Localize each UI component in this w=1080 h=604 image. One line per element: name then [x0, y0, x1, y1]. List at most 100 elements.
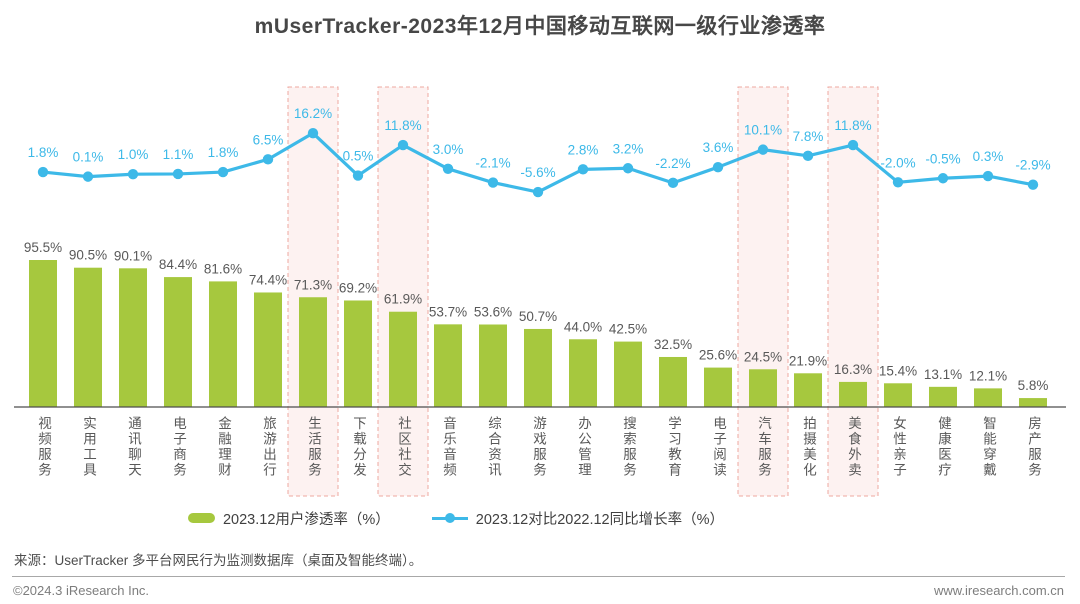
bar-value-label: 15.4% — [879, 363, 917, 378]
line-value-label: 11.8% — [834, 118, 871, 133]
category-label: 汽车服务 — [756, 416, 771, 478]
line-value-label: 16.2% — [294, 106, 332, 121]
data-point — [577, 164, 589, 175]
bar — [299, 297, 327, 407]
bar — [794, 373, 822, 407]
category-label: 社区社交 — [396, 416, 411, 478]
bar-value-label: 5.8% — [1018, 378, 1049, 393]
line-series-dot-icon — [444, 513, 455, 523]
line-value-label: 3.0% — [433, 142, 464, 157]
category-label: 拍摄美化 — [801, 416, 816, 478]
bar-value-label: 61.9% — [384, 292, 422, 307]
bar-value-label: 24.5% — [744, 349, 782, 364]
category-label: 美食外卖 — [846, 416, 861, 478]
line-value-label: 3.6% — [703, 140, 734, 155]
bar — [524, 328, 552, 407]
category-label: 综合资讯 — [486, 416, 501, 478]
category-label: 电子商务 — [171, 416, 186, 478]
bar — [569, 339, 597, 407]
category-label: 通讯聊天 — [126, 416, 141, 478]
bar-value-label: 95.5% — [24, 240, 62, 255]
line-value-label: 6.5% — [253, 132, 284, 147]
footer-divider — [12, 576, 1065, 577]
line-value-label: -2.1% — [475, 156, 510, 171]
data-point — [172, 168, 184, 180]
category-label: 学习教育 — [666, 416, 681, 478]
category-label: 女性亲子 — [891, 416, 906, 478]
data-point — [892, 177, 904, 188]
bar — [974, 388, 1002, 407]
category-label: 下载分发 — [351, 416, 366, 478]
line-value-label: 1.8% — [28, 145, 59, 160]
bar-value-label: 21.9% — [789, 353, 827, 368]
line-value-label: 10.1% — [744, 123, 782, 138]
bar-value-label: 12.1% — [969, 368, 1007, 383]
line-value-label: 2.8% — [568, 142, 599, 157]
line-value-label: -2.0% — [880, 155, 915, 170]
highlight-band — [287, 86, 339, 497]
line-value-label: -2.9% — [1015, 158, 1050, 173]
legend-line-label: 2023.12对比2022.12同比增长率（%） — [475, 511, 725, 528]
bar-value-label: 13.1% — [924, 367, 962, 382]
legend-item-bar: 2023.12用户渗透率（%） — [187, 508, 390, 529]
bar — [164, 277, 192, 407]
bar-value-label: 16.3% — [834, 362, 872, 377]
category-label: 游戏服务 — [531, 416, 546, 478]
bar-value-label: 53.7% — [429, 304, 467, 319]
bar-value-label: 81.6% — [204, 261, 242, 276]
line-value-label: -5.6% — [520, 165, 555, 180]
bar — [929, 386, 957, 407]
category-label: 健康医疗 — [936, 416, 951, 478]
data-point — [982, 170, 994, 182]
category-label: 搜索服务 — [621, 416, 636, 478]
bar — [479, 324, 507, 407]
data-point — [262, 154, 274, 165]
category-label: 金融理财 — [216, 416, 231, 478]
bar — [254, 292, 282, 407]
bar-value-label: 90.1% — [114, 248, 152, 263]
category-label: 房产服务 — [1026, 416, 1041, 478]
bar-value-label: 90.5% — [69, 248, 107, 263]
bar-value-label: 74.4% — [249, 272, 287, 287]
line-value-label: 11.8% — [384, 118, 421, 133]
category-label: 生活服务 — [306, 416, 321, 478]
line-value-label: 0.5% — [343, 149, 374, 164]
line-value-label: 0.1% — [73, 150, 104, 165]
data-point — [847, 139, 859, 151]
bar — [614, 341, 642, 407]
data-point — [352, 170, 364, 181]
data-point — [217, 166, 229, 178]
source-note: 来源：UserTracker 多平台网民行为监测数据库（桌面及智能终端）。 — [14, 553, 423, 568]
data-point — [442, 163, 454, 174]
category-label: 实用工具 — [81, 416, 96, 478]
bar-value-label: 50.7% — [519, 309, 557, 324]
highlight-band — [827, 86, 879, 497]
category-label: 旅游出行 — [261, 416, 276, 478]
data-point — [667, 177, 679, 189]
data-point — [622, 163, 634, 174]
line-value-label: 1.8% — [208, 145, 239, 160]
bar-value-label: 71.3% — [294, 277, 332, 292]
website-link[interactable]: www.iresearch.com.cn — [933, 583, 1064, 598]
data-point — [397, 139, 409, 151]
data-point — [1027, 179, 1039, 190]
data-point — [802, 150, 814, 162]
data-point — [307, 127, 319, 139]
line-value-label: 1.1% — [163, 147, 194, 162]
category-label: 音乐音频 — [441, 416, 456, 478]
page-title: mUserTracker-2023年12月中国移动互联网一级行业渗透率 — [254, 15, 826, 38]
category-label: 电子阅读 — [711, 416, 726, 478]
line-value-label: 0.3% — [973, 149, 1004, 164]
bar-value-label: 32.5% — [654, 337, 692, 352]
bar — [209, 281, 237, 407]
bar — [74, 267, 102, 407]
data-point — [532, 186, 544, 198]
copyright-text: ©2024.3 iResearch Inc. — [13, 583, 150, 598]
line-value-label: 3.2% — [613, 141, 644, 156]
bar-value-label: 44.0% — [564, 319, 602, 334]
data-point — [712, 161, 724, 173]
category-label: 智能穿戴 — [981, 416, 996, 478]
data-point — [127, 169, 139, 180]
